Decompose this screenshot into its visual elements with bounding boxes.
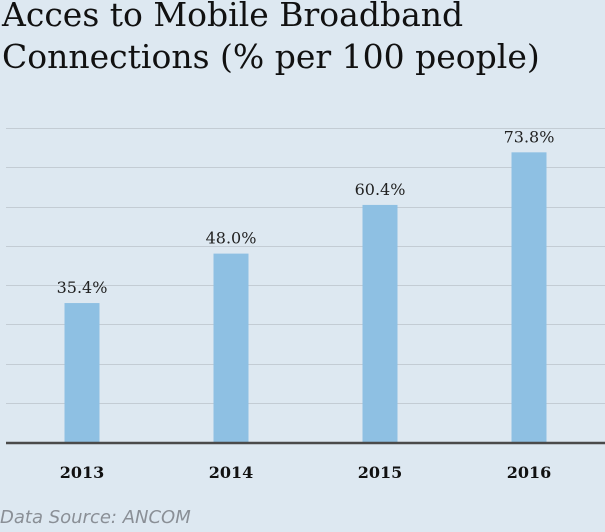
data-labels: 35.4% 48.0% 60.4% 73.8% — [57, 127, 555, 297]
tick-label-2013: 2013 — [60, 463, 105, 482]
data-label-2014: 48.0% — [206, 229, 257, 248]
tick-label-2015: 2015 — [358, 463, 403, 482]
tick-label-2014: 2014 — [209, 463, 254, 482]
chart-title: Acces to Mobile Broadband Connections (%… — [2, 0, 540, 76]
tick-label-2016: 2016 — [507, 463, 552, 482]
bars — [64, 152, 547, 442]
bar-2014 — [213, 253, 249, 442]
x-tick-labels: 2013 2014 2015 2016 — [60, 463, 552, 482]
bar-2015 — [362, 204, 398, 442]
data-source: Data Source: ANCOM — [0, 507, 191, 528]
bar-2013 — [64, 303, 100, 442]
data-label-2013: 35.4% — [57, 278, 108, 297]
bar-2016 — [511, 152, 547, 442]
gridlines — [6, 128, 605, 404]
data-label-2016: 73.8% — [504, 127, 555, 146]
data-label-2015: 60.4% — [355, 180, 406, 199]
